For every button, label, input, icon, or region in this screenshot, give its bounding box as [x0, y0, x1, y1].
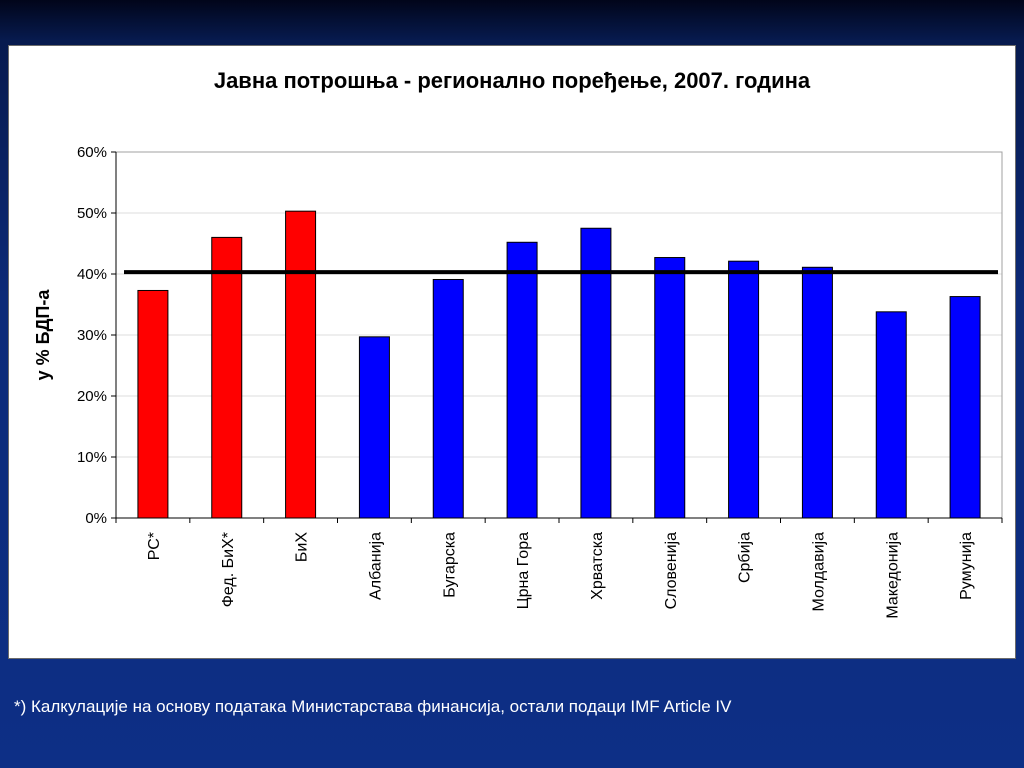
- x-category-label: Бугарска: [441, 532, 458, 598]
- y-tick-label: 10%: [77, 449, 107, 466]
- x-category-label: Србија: [737, 532, 754, 583]
- bar-2: [211, 236, 243, 519]
- bar-12: [949, 296, 981, 519]
- x-category-label: Фед. БиХ*: [220, 532, 237, 607]
- bar-chart: 0% 10% 20% 30% 40% 50% 60% у % БДП-а РС* Фед. БиХ…: [33, 144, 1003, 619]
- bar-1: [137, 289, 169, 519]
- y-tick-label: 20%: [77, 388, 107, 405]
- bar-10: [801, 266, 833, 519]
- bar-9: [728, 260, 760, 519]
- bar-3: [285, 210, 317, 519]
- x-category-label: БиХ: [294, 532, 311, 562]
- bar-6: [506, 241, 538, 519]
- x-category-label: Македонија: [884, 532, 901, 619]
- bar-5: [432, 278, 464, 519]
- bar-8: [654, 257, 686, 519]
- y-tick-label: 50%: [77, 205, 107, 222]
- y-tick-label: 0%: [85, 510, 107, 527]
- x-category-label: Румунија: [958, 532, 975, 600]
- bar-4: [358, 336, 390, 519]
- y-axis-title: у % БДП-а: [33, 289, 53, 381]
- x-category-label: Црна Гора: [515, 532, 532, 609]
- bar-7: [580, 227, 612, 519]
- y-tick-label: 30%: [77, 327, 107, 344]
- x-category-label: Албанија: [367, 532, 384, 600]
- bar-11: [875, 311, 907, 519]
- chart-title: Јавна потрошња - регионално поређење, 20…: [213, 68, 811, 93]
- x-category-label: Словенија: [663, 532, 680, 610]
- chart-panel: Јавна потрошња - регионално поређење, 20…: [8, 45, 1016, 659]
- footnote: *) Калкулације на основу података Минист…: [14, 697, 732, 716]
- y-tick-label: 40%: [77, 266, 107, 283]
- y-tick-label: 60%: [77, 144, 107, 161]
- x-category-label: Хрватска: [589, 532, 606, 600]
- x-category-label: РС*: [146, 532, 163, 560]
- x-category-label: Молдавија: [810, 532, 827, 612]
